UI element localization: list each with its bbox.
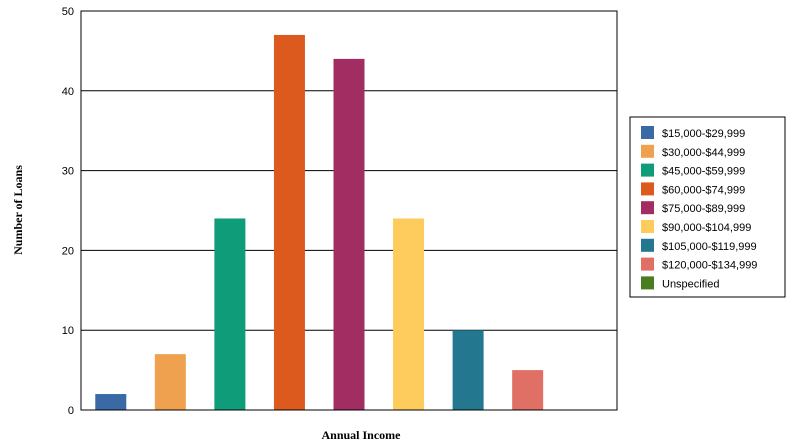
legend-swatch bbox=[641, 257, 654, 271]
plot-area-frame bbox=[80, 10, 618, 411]
bar bbox=[95, 394, 127, 410]
legend-label: $45,000-$59,999 bbox=[662, 166, 745, 178]
legend-swatch bbox=[641, 220, 654, 233]
legend-label: $60,000-$74,999 bbox=[662, 184, 745, 196]
bar bbox=[452, 330, 484, 410]
y-tick-label: 20 bbox=[62, 245, 74, 257]
legend-swatch bbox=[641, 163, 654, 177]
legend: $15,000-$29,999 $30,000-$44,999 $45,000-$5… bbox=[629, 116, 786, 298]
legend-label: $120,000-$134,999 bbox=[662, 260, 757, 272]
bar bbox=[393, 218, 425, 410]
legend-label: Unspecified bbox=[662, 278, 719, 290]
y-tick-label: 0 bbox=[68, 405, 74, 417]
legend-label: $15,000-$29,999 bbox=[662, 128, 745, 140]
legend-swatch bbox=[641, 182, 654, 196]
legend-frame bbox=[629, 116, 786, 298]
bars bbox=[95, 34, 544, 410]
bar bbox=[512, 370, 544, 410]
y-tick-label: 40 bbox=[62, 86, 74, 98]
y-tick-labels: 0 10 20 30 40 50 bbox=[62, 6, 74, 417]
y-tick-label: 10 bbox=[62, 325, 74, 337]
bar bbox=[214, 218, 246, 410]
legend-label: $75,000-$89,999 bbox=[662, 203, 745, 215]
legend-swatch bbox=[641, 238, 654, 252]
legend-swatch bbox=[641, 276, 654, 290]
y-tick-label: 30 bbox=[62, 166, 74, 178]
legend-label: $30,000-$44,999 bbox=[662, 147, 745, 159]
legend-swatch bbox=[641, 201, 654, 215]
bar bbox=[154, 354, 186, 410]
y-axis-title: Number of Loans bbox=[11, 165, 25, 255]
x-axis-title: Annual Income bbox=[321, 428, 401, 442]
legend-swatch bbox=[641, 126, 654, 139]
legend-label: $105,000-$119,999 bbox=[662, 241, 757, 253]
y-tick-label: 50 bbox=[62, 6, 74, 18]
legend-swatch bbox=[641, 144, 654, 158]
bar bbox=[333, 58, 365, 410]
bar bbox=[273, 34, 305, 410]
legend-label: $90,000-$104,999 bbox=[662, 222, 751, 234]
